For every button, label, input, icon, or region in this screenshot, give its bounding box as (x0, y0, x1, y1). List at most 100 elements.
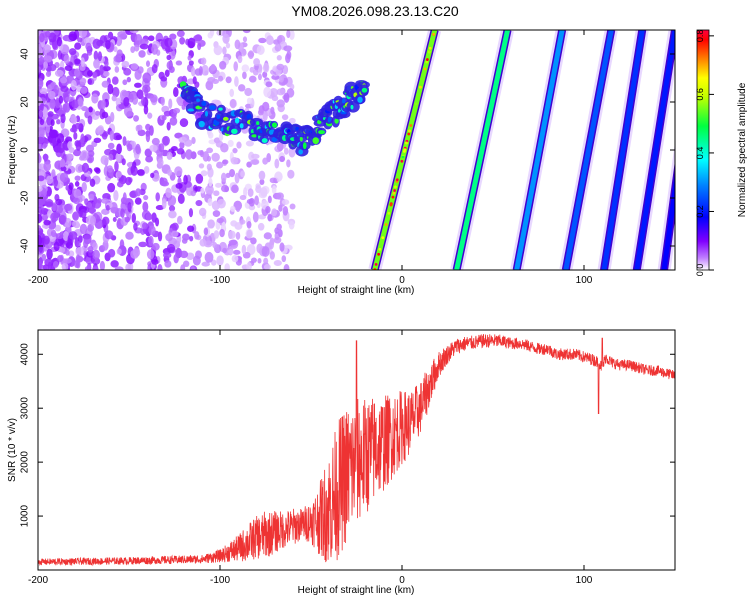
noise-blob (121, 60, 130, 68)
noise-blob (222, 33, 230, 44)
noise-blob (269, 88, 279, 98)
noise-blob (286, 30, 291, 39)
noise-blob (275, 192, 284, 200)
noise-blob (253, 58, 261, 66)
spectrogram-y-tick-label: -40 (20, 238, 31, 253)
noise-blob (107, 31, 114, 39)
noise-blob (71, 99, 80, 109)
arc-core (318, 130, 326, 135)
noise-blob (38, 55, 45, 65)
noise-blob (262, 157, 269, 165)
arc-core (218, 107, 223, 111)
noise-blob (276, 142, 284, 152)
noise-blob (100, 198, 109, 204)
noise-blob (168, 210, 177, 219)
noise-blob (258, 37, 267, 44)
noise-blob (155, 217, 160, 227)
noise-blob (236, 141, 242, 149)
noise-blob (46, 175, 54, 185)
noise-blob (246, 229, 253, 239)
snr-x-axis-label: Height of straight line (km) (298, 585, 415, 596)
noise-blob (47, 111, 54, 117)
spectrogram-marks (38, 30, 675, 270)
noise-blob (165, 233, 173, 242)
noise-blob (39, 118, 45, 126)
noise-blob (68, 182, 74, 191)
noise-blob (65, 96, 74, 102)
noise-blob (130, 165, 136, 173)
arc-core (234, 117, 240, 124)
noise-blob (279, 155, 286, 163)
noise-blob (51, 229, 57, 238)
noise-blob (286, 159, 291, 168)
noise-blob (228, 230, 236, 239)
arc-core (198, 120, 205, 128)
noise-blob (263, 86, 272, 98)
noise-blob (271, 185, 277, 194)
noise-blob (91, 242, 98, 251)
noise-blob (246, 97, 252, 105)
arc-core (204, 110, 209, 117)
noise-blob (231, 254, 239, 263)
noise-blob (130, 63, 139, 70)
noise-blob (272, 39, 280, 45)
noise-blob (173, 107, 181, 114)
noise-blob (74, 175, 81, 181)
noise-blob (219, 60, 227, 70)
noise-blob (74, 180, 80, 187)
snr-y-axis-label: SNR (10 * v/v) (7, 418, 18, 482)
noise-blob (81, 105, 88, 112)
noise-blob (187, 37, 196, 49)
noise-blob (239, 219, 246, 225)
noise-blob (212, 242, 218, 249)
noise-blob (55, 198, 63, 206)
noise-blob (148, 35, 155, 42)
noise-blob (229, 168, 236, 178)
noise-blob (134, 197, 142, 205)
noise-blob (38, 261, 41, 270)
noise-blob (135, 143, 141, 155)
noise-blob (167, 200, 173, 207)
noise-blob (245, 140, 254, 147)
noise-blob (38, 152, 41, 164)
noise-blob (242, 30, 251, 34)
noise-blob (69, 127, 78, 133)
noise-blob (60, 247, 66, 253)
noise-blob (289, 30, 295, 40)
noise-blob (52, 137, 57, 146)
noise-blob (242, 36, 248, 43)
noise-blob (142, 201, 149, 212)
noise-blob (171, 145, 178, 152)
noise-blob (104, 59, 109, 68)
stripe-speck (428, 46, 432, 50)
noise-blob (242, 71, 247, 80)
noise-blob (167, 169, 173, 176)
noise-blob (137, 129, 146, 137)
noise-blob (162, 135, 170, 146)
noise-blob (74, 42, 82, 50)
colorbar-gradient (696, 29, 710, 271)
noise-blob (73, 132, 78, 140)
noise-blob (161, 115, 167, 121)
arc-core (201, 100, 207, 107)
noise-blob (71, 221, 77, 227)
noise-blob (166, 121, 171, 131)
noise-blob (121, 158, 126, 166)
noise-blob (103, 71, 110, 77)
noise-blob (87, 246, 94, 253)
noise-blob (74, 122, 81, 130)
noise-blob (224, 185, 230, 193)
noise-blob (50, 119, 55, 127)
noise-blob (38, 234, 43, 246)
noise-blob (273, 259, 282, 267)
noise-blob (80, 86, 88, 94)
arc-core (327, 116, 331, 123)
noise-blob (126, 111, 134, 117)
noise-blob (256, 45, 265, 55)
noise-blob (267, 195, 272, 204)
spectrogram-y-tick-label: 40 (20, 48, 31, 60)
noise-blob (125, 231, 134, 240)
noise-blob (135, 188, 142, 197)
noise-blob (73, 197, 80, 205)
